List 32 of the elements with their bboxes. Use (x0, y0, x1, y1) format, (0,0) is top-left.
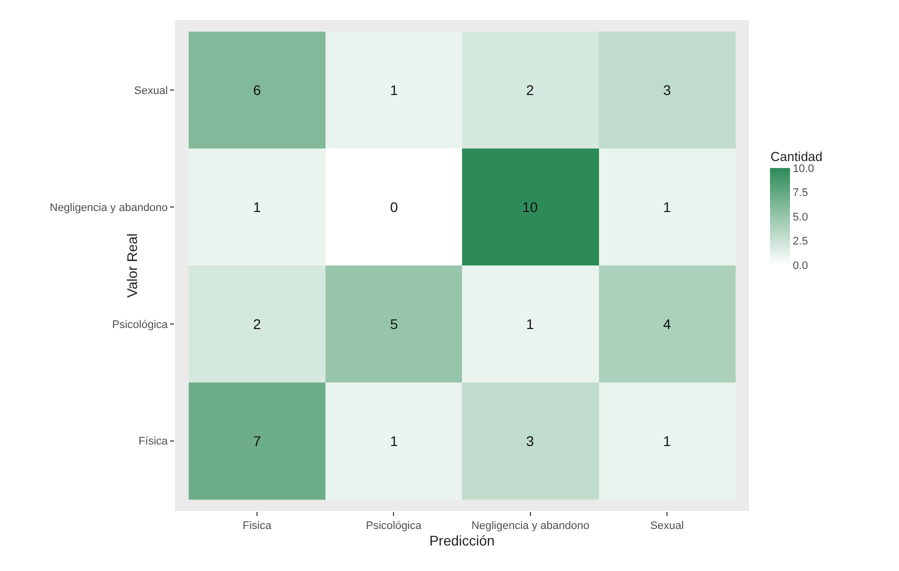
y-tick-label: Sexual (134, 84, 168, 97)
x-tick-label: Fisica (242, 520, 272, 532)
y-tick-label: Psicológica (112, 318, 169, 331)
x-axis-title: Predicción (429, 532, 495, 548)
data-label: 1 (663, 198, 672, 215)
data-label: 2 (526, 82, 534, 98)
data-label: 1 (390, 82, 398, 98)
data-label: 5 (390, 316, 398, 332)
color-bar-label: 2.5 (792, 236, 808, 248)
y-tick-label: Negligencia y abandono (50, 202, 168, 214)
data-label: 6 (253, 82, 262, 98)
x-tick-label: Negligencia y abandono (471, 520, 590, 532)
data-label: 1 (663, 432, 672, 449)
data-label: 3 (663, 82, 672, 98)
data-label: 1 (526, 316, 534, 332)
color-bar-label: 10.0 (792, 162, 814, 175)
x-tick-label: Psicológica (366, 520, 422, 532)
color-bar-title: Cantidad (770, 148, 823, 164)
data-label: 1 (253, 198, 262, 215)
data-label: 2 (253, 316, 262, 332)
color-bar-label: 7.5 (792, 187, 808, 200)
y-axis-title: Valor Real (124, 233, 140, 298)
data-label: 3 (526, 432, 534, 449)
y-tick-label: Física (138, 436, 169, 448)
data-label: 7 (253, 432, 262, 449)
data-label: 0 (390, 198, 398, 215)
data-label: 4 (663, 316, 672, 332)
data-label: 10 (522, 198, 538, 215)
x-tick-label: Sexual (650, 520, 684, 532)
color-bar-label: 0.0 (792, 260, 808, 272)
color-bar-label: 5.0 (792, 211, 808, 224)
data-label: 1 (390, 432, 398, 449)
